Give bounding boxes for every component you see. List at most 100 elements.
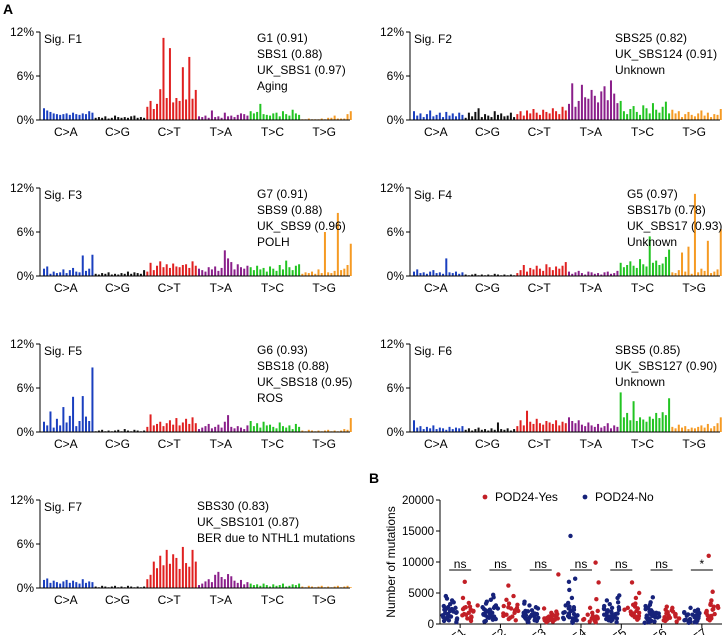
bar: [693, 428, 696, 432]
bar: [442, 273, 445, 276]
bar: [156, 103, 159, 120]
data-point: [469, 614, 474, 619]
y-tick-label: 0%: [17, 581, 35, 595]
bar: [571, 273, 574, 276]
significance-label: ns: [454, 557, 467, 571]
bar: [467, 428, 470, 432]
bar: [210, 110, 213, 120]
bar: [130, 273, 133, 276]
bar: [545, 421, 548, 432]
bar: [713, 426, 716, 432]
data-point: [642, 620, 647, 625]
bar: [62, 114, 65, 120]
bar: [568, 103, 570, 120]
bar: [110, 117, 113, 120]
bar: [526, 410, 529, 432]
bar: [703, 427, 706, 432]
x-category-label: T>C: [261, 593, 284, 607]
data-point: [587, 619, 592, 624]
bar: [233, 269, 236, 276]
x-category-label: C>G: [475, 281, 500, 295]
y-tick-label: 12%: [10, 493, 34, 507]
bar: [91, 112, 94, 120]
bar: [285, 260, 288, 276]
x-category-label: C>T: [528, 281, 552, 295]
bar: [719, 109, 722, 120]
bar: [133, 115, 136, 120]
bar: [664, 415, 667, 432]
data-point: [571, 611, 577, 617]
bar: [223, 579, 226, 588]
bar: [684, 426, 687, 432]
bar: [123, 429, 126, 432]
bar: [168, 48, 171, 120]
bar: [642, 419, 645, 432]
bar: [471, 430, 474, 432]
data-point: [646, 617, 651, 622]
bar: [493, 429, 496, 432]
bar: [349, 418, 352, 432]
bar: [114, 115, 117, 120]
significance-label: ns: [534, 557, 547, 571]
bar: [149, 574, 152, 588]
bar: [425, 426, 428, 432]
data-point: [631, 611, 636, 616]
bar: [272, 113, 275, 120]
bar: [188, 566, 191, 588]
x-category-label: Sig.F6: [633, 625, 669, 635]
data-point: [666, 613, 671, 619]
bar: [629, 420, 632, 432]
legend-label-pod24-yes: POD24-Yes: [495, 490, 558, 504]
bar: [217, 116, 220, 120]
bar: [198, 116, 200, 120]
bar: [78, 272, 81, 276]
bar: [188, 267, 191, 276]
bar: [609, 428, 612, 432]
bar: [516, 114, 519, 120]
bar: [419, 273, 422, 276]
bar: [706, 112, 709, 120]
bar: [78, 421, 81, 432]
bar: [217, 270, 220, 276]
bar: [677, 111, 680, 120]
bar: [84, 270, 87, 276]
bar: [143, 117, 146, 120]
bar: [658, 265, 661, 276]
significance-label: ns: [575, 557, 588, 571]
bar: [230, 262, 233, 276]
data-point: [605, 608, 611, 613]
data-point: [674, 619, 679, 624]
bar: [574, 423, 577, 432]
bar: [97, 117, 100, 120]
data-point: [644, 613, 649, 618]
bar: [123, 117, 126, 120]
bar: [336, 212, 339, 276]
bar: [480, 117, 483, 120]
data-point: [613, 611, 618, 617]
data-point: [491, 595, 496, 600]
bar: [561, 265, 564, 276]
x-category-label: T>A: [210, 437, 232, 451]
bar: [181, 265, 184, 276]
bar: [136, 430, 139, 432]
bar: [59, 583, 62, 588]
data-point: [440, 613, 445, 618]
signature-title: Sig. F2: [414, 32, 452, 46]
bar: [194, 561, 197, 588]
bar: [703, 270, 706, 276]
x-category-label: T>G: [682, 125, 706, 139]
bar: [603, 272, 606, 276]
bar: [43, 108, 45, 120]
bar: [693, 193, 696, 276]
bar: [65, 113, 68, 120]
data-point: [711, 606, 716, 612]
bar: [684, 114, 687, 120]
bar: [320, 585, 323, 588]
bar: [346, 265, 349, 276]
bar: [619, 262, 622, 276]
bar: [454, 271, 457, 276]
data-point: [694, 614, 699, 620]
bar: [152, 561, 155, 588]
bar: [104, 273, 107, 276]
bar: [294, 265, 297, 276]
